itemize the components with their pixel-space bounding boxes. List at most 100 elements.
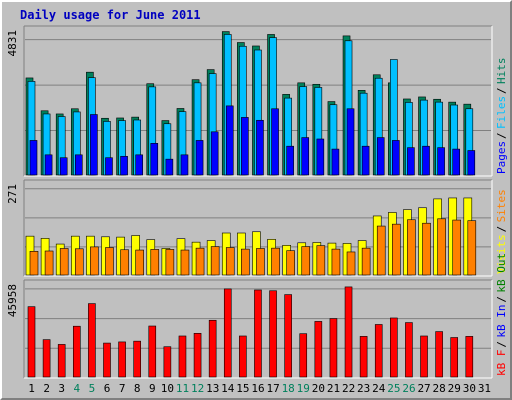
bar-kbytes-day-18	[284, 294, 292, 378]
x-tick-day-7: 7	[119, 382, 126, 395]
x-tick-day-29: 29	[448, 382, 461, 395]
bar-sites-day-11	[180, 249, 190, 276]
bar-pages-day-29	[452, 148, 461, 176]
y-max-label: 45958	[6, 284, 19, 317]
bar-pages-day-5	[90, 114, 98, 176]
bar-sites-day-25	[392, 223, 401, 276]
y-max-label: 271	[6, 184, 19, 204]
x-tick-day-24: 24	[372, 382, 386, 395]
x-tick-day-13: 13	[206, 382, 219, 395]
bar-kbytes-day-17	[269, 290, 277, 378]
bar-pages-day-28	[437, 147, 445, 176]
legend-separator: /	[495, 87, 508, 94]
bar-pages-day-13	[210, 131, 219, 176]
panel-visits-sites: 271 Visits/ Sites	[6, 179, 508, 277]
legend-entry-hits: Hits	[495, 58, 508, 85]
bar-pages-day-15	[241, 117, 249, 176]
x-tick-day-19: 19	[297, 382, 310, 395]
bar-kbytes-day-22	[344, 286, 353, 378]
bar-sites-day-20	[316, 245, 326, 276]
bar-pages-day-30	[467, 150, 476, 176]
bar-kbytes-day-7	[118, 341, 126, 378]
x-tick-day-16: 16	[251, 382, 264, 395]
legend-entry-visits: Visits	[495, 234, 508, 274]
legend-separator: /	[495, 341, 508, 348]
bar-pages-day-2	[44, 154, 53, 176]
bar-pages-day-11	[180, 154, 189, 176]
bar-sites-day-18	[286, 250, 295, 276]
legend-visits-sites: Visits/ Sites	[495, 189, 508, 274]
x-tick-day-31: 31	[478, 382, 491, 395]
bar-pages-day-10	[165, 158, 174, 176]
bar-pages-day-19	[301, 137, 310, 176]
x-tick-day-14: 14	[221, 382, 235, 395]
legend-separator: /	[495, 226, 508, 233]
bar-kbytes-day-3	[57, 344, 66, 378]
x-tick-day-10: 10	[161, 382, 174, 395]
bar-sites-day-10	[165, 249, 175, 276]
bar-pages-day-7	[120, 155, 128, 176]
x-tick-day-5: 5	[89, 382, 96, 395]
x-tick-day-9: 9	[149, 382, 156, 395]
bar-pages-day-22	[346, 108, 355, 176]
bar-pages-day-27	[422, 145, 430, 176]
bar-kbytes-day-29	[450, 337, 459, 378]
bar-kbytes-day-30	[465, 336, 474, 378]
x-tick-day-22: 22	[342, 382, 355, 395]
bar-pages-day-21	[331, 148, 340, 176]
legend-entry-kbytes-out: kB Out	[495, 253, 508, 293]
bar-kbytes-day-2	[42, 339, 51, 378]
bar-kbytes-day-26	[405, 322, 413, 378]
bar-pages-day-6	[105, 157, 113, 176]
bar-kbytes-day-23	[359, 336, 368, 378]
bar-sites-day-7	[120, 249, 129, 276]
bar-kbytes-day-8	[133, 340, 141, 378]
bar-pages-day-14	[225, 105, 234, 176]
bar-kbytes-day-27	[420, 335, 428, 378]
x-tick-day-20: 20	[312, 382, 325, 395]
bar-kbytes-day-20	[314, 321, 323, 378]
panel-hits-files-pages: 4831 Pages / Files / Hits	[6, 25, 508, 177]
legend-separator: /	[495, 132, 508, 139]
x-tick-day-18: 18	[282, 382, 295, 395]
x-tick-day-12: 12	[191, 382, 204, 395]
bar-sites-day-21	[331, 248, 341, 276]
bar-sites-day-9	[150, 249, 160, 276]
bar-sites-day-1	[29, 251, 39, 276]
x-tick-day-2: 2	[43, 382, 50, 395]
bar-pages-day-4	[74, 154, 83, 176]
x-tick-day-21: 21	[327, 382, 340, 395]
bar-kbytes-day-5	[88, 303, 96, 378]
legend-entry-sites: Sites	[495, 189, 508, 222]
y-max-label: 4831	[6, 30, 19, 57]
bar-kbytes-day-13	[208, 319, 217, 378]
legend-entry-pages: Pages	[495, 141, 508, 174]
legend-entry-kbytes-in: kB In	[495, 304, 508, 337]
bar-sites-day-12	[195, 247, 205, 276]
bar-pages-day-26	[407, 147, 415, 176]
bar-sites-day-5	[90, 246, 99, 276]
bar-sites-day-27	[422, 222, 431, 276]
bar-kbytes-day-15	[239, 335, 247, 378]
bar-pages-day-12	[195, 140, 204, 176]
bar-pages-day-9	[150, 143, 159, 176]
x-tick-day-25: 25	[387, 382, 400, 395]
bar-sites-day-3	[59, 248, 69, 276]
chart-title: Daily usage for June 2011	[20, 8, 201, 22]
x-tick-day-3: 3	[58, 382, 65, 395]
x-tick-day-4: 4	[74, 382, 81, 395]
bar-kbytes-day-11	[178, 335, 187, 378]
x-tick-day-11: 11	[176, 382, 189, 395]
bar-sites-day-19	[301, 246, 311, 276]
bar-sites-day-16	[256, 248, 265, 276]
bar-kbytes-day-9	[148, 325, 157, 378]
x-tick-day-30: 30	[463, 382, 476, 395]
x-tick-day-6: 6	[104, 382, 111, 395]
bar-pages-day-1	[29, 140, 38, 176]
bar-kbytes-day-24	[374, 324, 383, 378]
bar-pages-day-16	[256, 119, 264, 176]
bar-sites-day-15	[241, 248, 250, 276]
bar-sites-day-14	[225, 247, 235, 276]
